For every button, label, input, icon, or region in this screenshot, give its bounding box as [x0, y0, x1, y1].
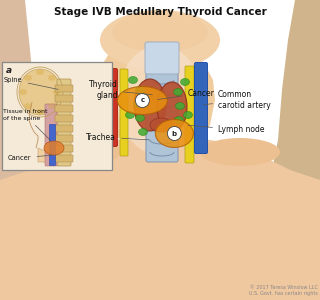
- Bar: [55, 115, 73, 122]
- Ellipse shape: [19, 89, 27, 95]
- Text: Thyroid
gland: Thyroid gland: [89, 80, 152, 100]
- Ellipse shape: [156, 119, 193, 148]
- Text: © 2017 Teresa Winslow LLC
U.S. Govt. has certain rights: © 2017 Teresa Winslow LLC U.S. Govt. has…: [249, 285, 318, 296]
- Ellipse shape: [48, 103, 56, 109]
- FancyBboxPatch shape: [45, 104, 57, 166]
- Polygon shape: [0, 138, 320, 300]
- FancyBboxPatch shape: [195, 62, 207, 154]
- Ellipse shape: [40, 138, 120, 166]
- Ellipse shape: [113, 12, 207, 52]
- Bar: [55, 125, 73, 132]
- Circle shape: [135, 94, 149, 107]
- Text: c: c: [140, 98, 144, 103]
- Text: Tissue in front
of the spine: Tissue in front of the spine: [3, 110, 50, 140]
- Text: Cancer: Cancer: [158, 88, 215, 100]
- Text: b: b: [172, 130, 177, 136]
- FancyBboxPatch shape: [145, 42, 179, 74]
- Bar: [55, 135, 73, 142]
- Ellipse shape: [172, 130, 181, 137]
- Bar: [55, 105, 73, 112]
- Ellipse shape: [44, 141, 64, 155]
- Ellipse shape: [135, 86, 145, 94]
- Bar: [55, 95, 73, 102]
- Ellipse shape: [24, 103, 32, 109]
- Polygon shape: [0, 0, 50, 250]
- Ellipse shape: [100, 10, 220, 70]
- Ellipse shape: [24, 75, 32, 81]
- Text: Stage IVB Medullary Thyroid Cancer: Stage IVB Medullary Thyroid Cancer: [54, 7, 266, 17]
- Ellipse shape: [200, 138, 280, 166]
- Ellipse shape: [19, 69, 61, 115]
- Ellipse shape: [157, 82, 187, 132]
- Text: Cancer: Cancer: [8, 155, 51, 161]
- Bar: [2, 62, 112, 170]
- Ellipse shape: [133, 100, 142, 107]
- FancyBboxPatch shape: [57, 79, 71, 166]
- Ellipse shape: [134, 79, 166, 131]
- Ellipse shape: [135, 115, 145, 122]
- Ellipse shape: [117, 86, 167, 115]
- Polygon shape: [270, 0, 320, 250]
- Ellipse shape: [48, 75, 56, 81]
- FancyBboxPatch shape: [120, 69, 128, 156]
- Ellipse shape: [180, 79, 189, 86]
- Polygon shape: [38, 148, 48, 162]
- Polygon shape: [98, 36, 215, 138]
- Ellipse shape: [36, 69, 44, 75]
- Bar: [55, 155, 73, 162]
- FancyBboxPatch shape: [146, 58, 178, 162]
- Ellipse shape: [175, 103, 185, 110]
- Ellipse shape: [117, 45, 203, 155]
- Ellipse shape: [129, 76, 138, 83]
- Text: Spine: Spine: [4, 77, 58, 89]
- Ellipse shape: [125, 112, 134, 118]
- Bar: [55, 85, 73, 92]
- Circle shape: [167, 127, 181, 140]
- Text: Lymph node: Lymph node: [188, 125, 265, 134]
- Text: Trachea: Trachea: [86, 133, 149, 142]
- Text: a: a: [6, 66, 12, 75]
- Ellipse shape: [173, 88, 182, 95]
- Ellipse shape: [174, 116, 183, 124]
- Ellipse shape: [150, 118, 172, 132]
- Ellipse shape: [183, 112, 193, 118]
- Bar: [55, 145, 73, 152]
- FancyBboxPatch shape: [185, 66, 194, 163]
- FancyBboxPatch shape: [50, 124, 55, 166]
- Ellipse shape: [36, 109, 44, 115]
- Text: Common
carotid artery: Common carotid artery: [204, 90, 271, 110]
- FancyBboxPatch shape: [106, 68, 117, 146]
- Ellipse shape: [139, 128, 148, 136]
- Ellipse shape: [53, 89, 61, 95]
